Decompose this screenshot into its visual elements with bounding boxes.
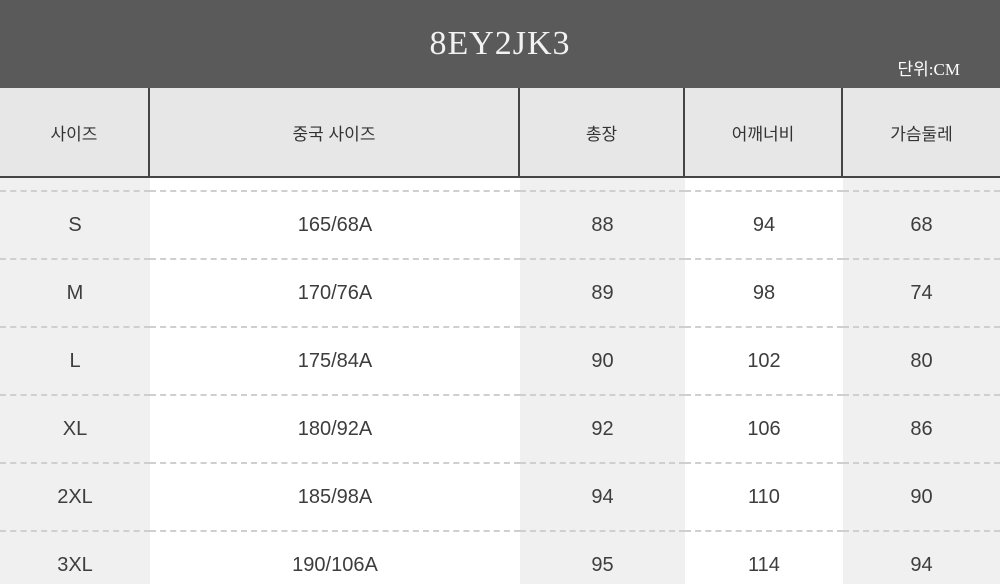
table-body: S 165/68A 88 94 68 M 170/76A 89 98 74 L 175/84A 90 10…: [0, 178, 1000, 584]
column-header-length: 총장: [520, 88, 685, 176]
column-header-size: 사이즈: [0, 88, 150, 176]
column-header-chest: 가슴둘레: [843, 88, 1000, 176]
cell-length: 92: [520, 394, 685, 462]
table-row: 2XL 185/98A 94 110 90: [0, 462, 1000, 530]
cell-cn_size: 190/106A: [150, 530, 520, 584]
cell-chest: 68: [843, 190, 1000, 258]
banner: 8EY2JK3 단위:CM: [0, 0, 1000, 88]
table-row: 3XL 190/106A 95 114 94: [0, 530, 1000, 584]
cell-shoulder: 98: [685, 258, 843, 326]
cell-cn_size: 165/68A: [150, 190, 520, 258]
cell-chest: 74: [843, 258, 1000, 326]
cell-length: 95: [520, 530, 685, 584]
cell-chest: 80: [843, 326, 1000, 394]
table-row: M 170/76A 89 98 74: [0, 258, 1000, 326]
cell-chest: 90: [843, 462, 1000, 530]
unit-label: 단위:CM: [897, 60, 960, 79]
cell-shoulder: 106: [685, 394, 843, 462]
cell-chest: 94: [843, 530, 1000, 584]
cell-length: 88: [520, 190, 685, 258]
cell-length: 90: [520, 326, 685, 394]
spacer-cell: [150, 178, 520, 190]
column-header-shoulder: 어깨너비: [685, 88, 843, 176]
cell-cn_size: 185/98A: [150, 462, 520, 530]
cell-cn_size: 180/92A: [150, 394, 520, 462]
cell-size: XL: [0, 394, 150, 462]
cell-cn_size: 170/76A: [150, 258, 520, 326]
cell-chest: 86: [843, 394, 1000, 462]
spacer-cell: [520, 178, 685, 190]
spacer-cell: [0, 178, 150, 190]
spacer-cell: [843, 178, 1000, 190]
table-row: L 175/84A 90 102 80: [0, 326, 1000, 394]
cell-shoulder: 94: [685, 190, 843, 258]
cell-length: 94: [520, 462, 685, 530]
product-code-title: 8EY2JK3: [429, 25, 571, 62]
cell-size: M: [0, 258, 150, 326]
cell-length: 89: [520, 258, 685, 326]
cell-size: S: [0, 190, 150, 258]
table-row: S 165/68A 88 94 68: [0, 190, 1000, 258]
table-header-row: 사이즈 중국 사이즈 총장 어깨너비 가슴둘레: [0, 88, 1000, 178]
cell-shoulder: 102: [685, 326, 843, 394]
cell-size: 3XL: [0, 530, 150, 584]
spacer-cell: [685, 178, 843, 190]
cell-shoulder: 110: [685, 462, 843, 530]
column-header-cn_size: 중국 사이즈: [150, 88, 520, 176]
cell-shoulder: 114: [685, 530, 843, 584]
table-row: XL 180/92A 92 106 86: [0, 394, 1000, 462]
table-spacer-row: [0, 178, 1000, 190]
cell-size: 2XL: [0, 462, 150, 530]
cell-size: L: [0, 326, 150, 394]
cell-cn_size: 175/84A: [150, 326, 520, 394]
